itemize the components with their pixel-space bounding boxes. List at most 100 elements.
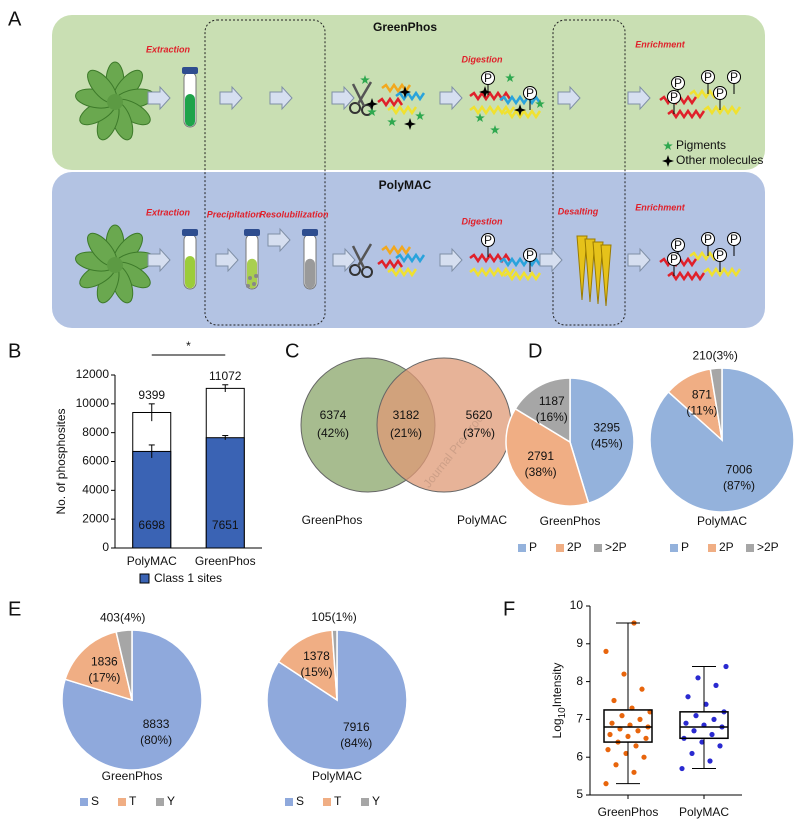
venn-percent: (21%) bbox=[390, 426, 422, 440]
scissors bbox=[349, 264, 361, 276]
box bbox=[603, 709, 653, 743]
data-point bbox=[603, 781, 609, 787]
step-label: Enrichment bbox=[635, 202, 686, 212]
tube-cap bbox=[182, 67, 198, 74]
tip bbox=[592, 241, 604, 305]
y-axis-label: No. of phosphosites bbox=[54, 408, 68, 514]
pigment bbox=[535, 99, 545, 109]
y-label-part: Intensity bbox=[550, 663, 564, 708]
value-label: 9399 bbox=[138, 388, 165, 402]
peptide bbox=[469, 266, 516, 278]
legend-label: P bbox=[681, 540, 689, 554]
pie-title: PolyMAC bbox=[697, 514, 747, 528]
phospho-site bbox=[481, 71, 495, 85]
arrow bbox=[147, 85, 171, 111]
venn-value: 3182 bbox=[393, 408, 420, 422]
y-label-sub: 10 bbox=[557, 707, 568, 719]
venn-percent: (37%) bbox=[463, 426, 495, 440]
phospho-label: P bbox=[670, 252, 678, 266]
molecule bbox=[514, 104, 526, 116]
peptide bbox=[703, 266, 742, 278]
set-name: GreenPhos bbox=[302, 513, 363, 527]
tube-liquid bbox=[305, 258, 315, 289]
pie-value: 871 bbox=[692, 388, 712, 402]
pellet bbox=[254, 274, 258, 278]
phospho-site bbox=[727, 70, 741, 84]
pie-slice bbox=[64, 630, 134, 702]
legend-label: S bbox=[296, 794, 304, 808]
panel-label: F bbox=[503, 598, 515, 620]
panel-label: B bbox=[8, 340, 21, 362]
tip bbox=[576, 235, 588, 301]
pie-percent: (38%) bbox=[525, 465, 557, 479]
pigment bbox=[475, 113, 485, 123]
pie-percent: (15%) bbox=[300, 665, 332, 679]
arrow bbox=[627, 247, 651, 273]
legend-label: >2P bbox=[757, 540, 779, 554]
step-label: Extraction bbox=[146, 44, 191, 54]
tip bbox=[584, 238, 596, 303]
data-point bbox=[723, 663, 729, 670]
peptide bbox=[381, 244, 412, 256]
y-label-part: Log bbox=[550, 718, 564, 738]
pie-value: 7916 bbox=[343, 720, 370, 734]
phospho-site bbox=[713, 248, 727, 262]
venn-value: 5620 bbox=[466, 408, 493, 422]
set-name: PolyMAC bbox=[457, 513, 507, 527]
pie-value: 105 bbox=[311, 610, 331, 624]
legend-swatch bbox=[361, 798, 369, 806]
data-point bbox=[641, 754, 647, 760]
tube-cap bbox=[302, 229, 318, 236]
panel-label: A bbox=[8, 8, 22, 30]
arrow bbox=[215, 247, 239, 273]
data-point bbox=[639, 686, 645, 692]
y-tick-label: 8 bbox=[576, 674, 583, 688]
pie-percent: (17%) bbox=[88, 670, 120, 684]
pie-value: 7006 bbox=[726, 462, 753, 476]
molecule bbox=[479, 86, 491, 98]
y-tick-label: 10 bbox=[570, 598, 584, 612]
legend-swatch bbox=[118, 798, 126, 806]
panel-label: D bbox=[528, 340, 542, 362]
y-tick-label: 0 bbox=[102, 540, 109, 554]
highlight-box bbox=[552, 19, 626, 326]
pigment bbox=[387, 117, 397, 127]
pie-slice bbox=[277, 629, 338, 702]
data-point bbox=[637, 716, 643, 723]
data-point bbox=[691, 728, 697, 734]
step-label: Digestion bbox=[461, 216, 503, 226]
significance: * bbox=[186, 339, 191, 353]
arrow bbox=[331, 85, 355, 111]
data-point bbox=[713, 682, 719, 688]
phospho-site bbox=[523, 86, 537, 100]
phospho-site bbox=[701, 70, 715, 84]
peptide bbox=[377, 96, 404, 108]
pie-percent: (87%) bbox=[723, 478, 755, 492]
step-label: Desalting bbox=[558, 206, 599, 216]
legend-swatch bbox=[746, 544, 754, 552]
legend-swatch bbox=[518, 544, 526, 552]
data-point bbox=[711, 716, 717, 723]
scissors bbox=[361, 266, 373, 278]
legend-swatch bbox=[156, 798, 164, 806]
data-point bbox=[685, 694, 691, 700]
data-point bbox=[605, 747, 611, 753]
phospho-site bbox=[481, 233, 495, 247]
peptide bbox=[377, 258, 404, 270]
data-point bbox=[709, 731, 715, 738]
phospho-label: P bbox=[674, 76, 682, 90]
data-point bbox=[643, 735, 649, 741]
pigment bbox=[367, 107, 377, 117]
legend-swatch bbox=[80, 798, 88, 806]
pigment bbox=[663, 141, 673, 151]
pie-slice bbox=[115, 629, 133, 701]
phospho-site bbox=[713, 86, 727, 100]
data-point bbox=[717, 743, 723, 749]
molecule bbox=[366, 98, 378, 110]
step-label: Enrichment bbox=[635, 39, 686, 49]
molecule bbox=[662, 155, 674, 167]
pie-title: GreenPhos bbox=[102, 769, 163, 783]
venn-percent: (42%) bbox=[317, 426, 349, 440]
step-label: Extraction bbox=[146, 207, 191, 217]
data-point bbox=[611, 697, 617, 704]
